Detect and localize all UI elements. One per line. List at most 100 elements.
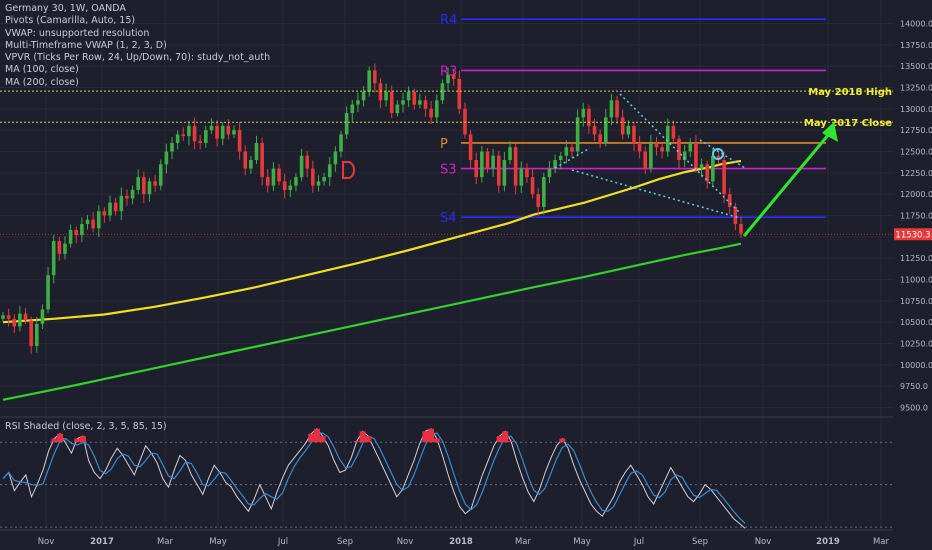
- candle-body: [277, 168, 281, 182]
- price-tick-label: 13000.0: [900, 105, 932, 114]
- time-tick-label: Sep: [692, 537, 708, 547]
- price-tick-label: 12000.0: [900, 190, 932, 199]
- candle-body: [1, 315, 5, 319]
- candle-body: [542, 177, 546, 207]
- candle-body: [575, 117, 580, 152]
- candle-body: [204, 130, 208, 143]
- candle-body: [564, 147, 569, 156]
- price-axis-bg: [893, 0, 932, 550]
- time-tick-label: 2019: [816, 537, 840, 547]
- candle-body: [265, 177, 270, 186]
- time-axis: Nov 2017 Mar May Jul Sep Nov 2018 Mar May Jul Sep No…: [0, 529, 893, 547]
- annotation-text: May 2018 High: [808, 87, 892, 98]
- rsi-overbought: [79, 436, 86, 443]
- candle-body: [671, 125, 676, 139]
- candle-body: [711, 155, 715, 182]
- candle-body: [632, 125, 636, 143]
- candle-body: [434, 100, 439, 118]
- candle-body: [316, 181, 321, 186]
- candle-body: [570, 147, 574, 152]
- marker-d: [342, 161, 355, 179]
- candle-body: [51, 241, 56, 276]
- candle-body: [333, 151, 338, 165]
- candle-body: [429, 108, 433, 118]
- ma-lines: [2, 159, 742, 401]
- candle-body: [581, 108, 586, 118]
- price-tick-label: 13500.0: [900, 62, 932, 71]
- candle-body: [620, 117, 625, 135]
- candle-body: [80, 224, 84, 236]
- candle-body: [181, 134, 186, 137]
- marker-c: [712, 148, 724, 160]
- chart-legend: Germany 30, 1W, OANDA Pivots (Camarilla,…: [5, 3, 270, 89]
- time-tick-label: Nov: [755, 537, 772, 547]
- price-tick-label: 11250.0: [900, 254, 932, 263]
- price-tick-label: 10250.0: [900, 340, 932, 349]
- candle-body: [327, 164, 332, 178]
- time-tick-label: Mar: [157, 537, 174, 547]
- time-tick-label: 2018: [449, 537, 473, 547]
- candle-body: [175, 134, 180, 143]
- rsi-overbought: [507, 440, 514, 443]
- rsi-overbought: [428, 428, 435, 443]
- wedge-upper: [619, 93, 741, 214]
- candle-body: [468, 134, 473, 161]
- price-grid: [0, 0, 893, 530]
- candle-body: [603, 117, 608, 143]
- price-tick-label: 14000.0: [900, 20, 932, 29]
- price-tick-label: 11000.0: [900, 276, 932, 285]
- candle-body: [485, 151, 490, 169]
- rsi-overbought: [319, 436, 326, 443]
- candle-body: [677, 138, 681, 161]
- candle-body: [192, 125, 197, 142]
- candle-body: [187, 125, 191, 137]
- candle-body: [367, 70, 371, 92]
- candle-body: [164, 151, 169, 165]
- candle-body: [699, 164, 704, 169]
- legend-title: Germany 30, 1W, OANDA: [5, 3, 126, 14]
- candle-body: [739, 224, 743, 234]
- candle-body: [136, 177, 141, 190]
- rsi-overbought: [57, 433, 64, 443]
- current-price-tag: [894, 228, 932, 241]
- candle-body: [496, 155, 501, 186]
- candle-body: [12, 318, 17, 327]
- rsi-legend: RSI Shaded (close, 2, 3, 5, 85, 15): [5, 421, 167, 432]
- legend-mtf-vwap: Multi-Timeframe VWAP (1, 2, 3, D): [5, 39, 167, 51]
- candle-body: [96, 211, 101, 229]
- rsi-overbought: [496, 436, 503, 443]
- candle-body: [153, 181, 157, 186]
- time-tick-label: Mar: [873, 537, 890, 547]
- candle-body: [643, 151, 648, 169]
- candles: [1, 63, 743, 355]
- candle-body: [361, 91, 366, 101]
- time-tick-label: Jul: [277, 537, 288, 547]
- rsi-line: [2, 428, 746, 529]
- price-tick-label: 12750.0: [900, 126, 932, 135]
- candle-body: [705, 164, 709, 182]
- candle-body: [18, 313, 22, 327]
- candle-body: [237, 130, 242, 152]
- price-tick-label: 13250.0: [900, 84, 932, 93]
- candle-body: [463, 108, 467, 135]
- legend-pivots: Pivots (Camarilla, Auto, 15): [5, 15, 136, 27]
- rsi-overbought: [559, 438, 566, 443]
- candle-body: [727, 194, 732, 207]
- candle-body: [102, 211, 107, 216]
- time-tick-label: May: [573, 537, 591, 547]
- rsi-overbought: [313, 428, 320, 443]
- candle-body: [158, 164, 163, 186]
- candle-body: [401, 100, 405, 105]
- candle-body: [626, 125, 631, 135]
- price-tick-label: 12500.0: [900, 148, 932, 157]
- candle-body: [530, 177, 535, 195]
- candle-body: [378, 83, 383, 101]
- candle-body: [722, 160, 726, 195]
- candle-body: [587, 108, 591, 126]
- candle-body: [147, 181, 152, 195]
- rsi-signal: [2, 432, 746, 524]
- candle-body: [513, 147, 518, 186]
- candle-body: [57, 241, 62, 254]
- rsi-overbought: [74, 438, 81, 443]
